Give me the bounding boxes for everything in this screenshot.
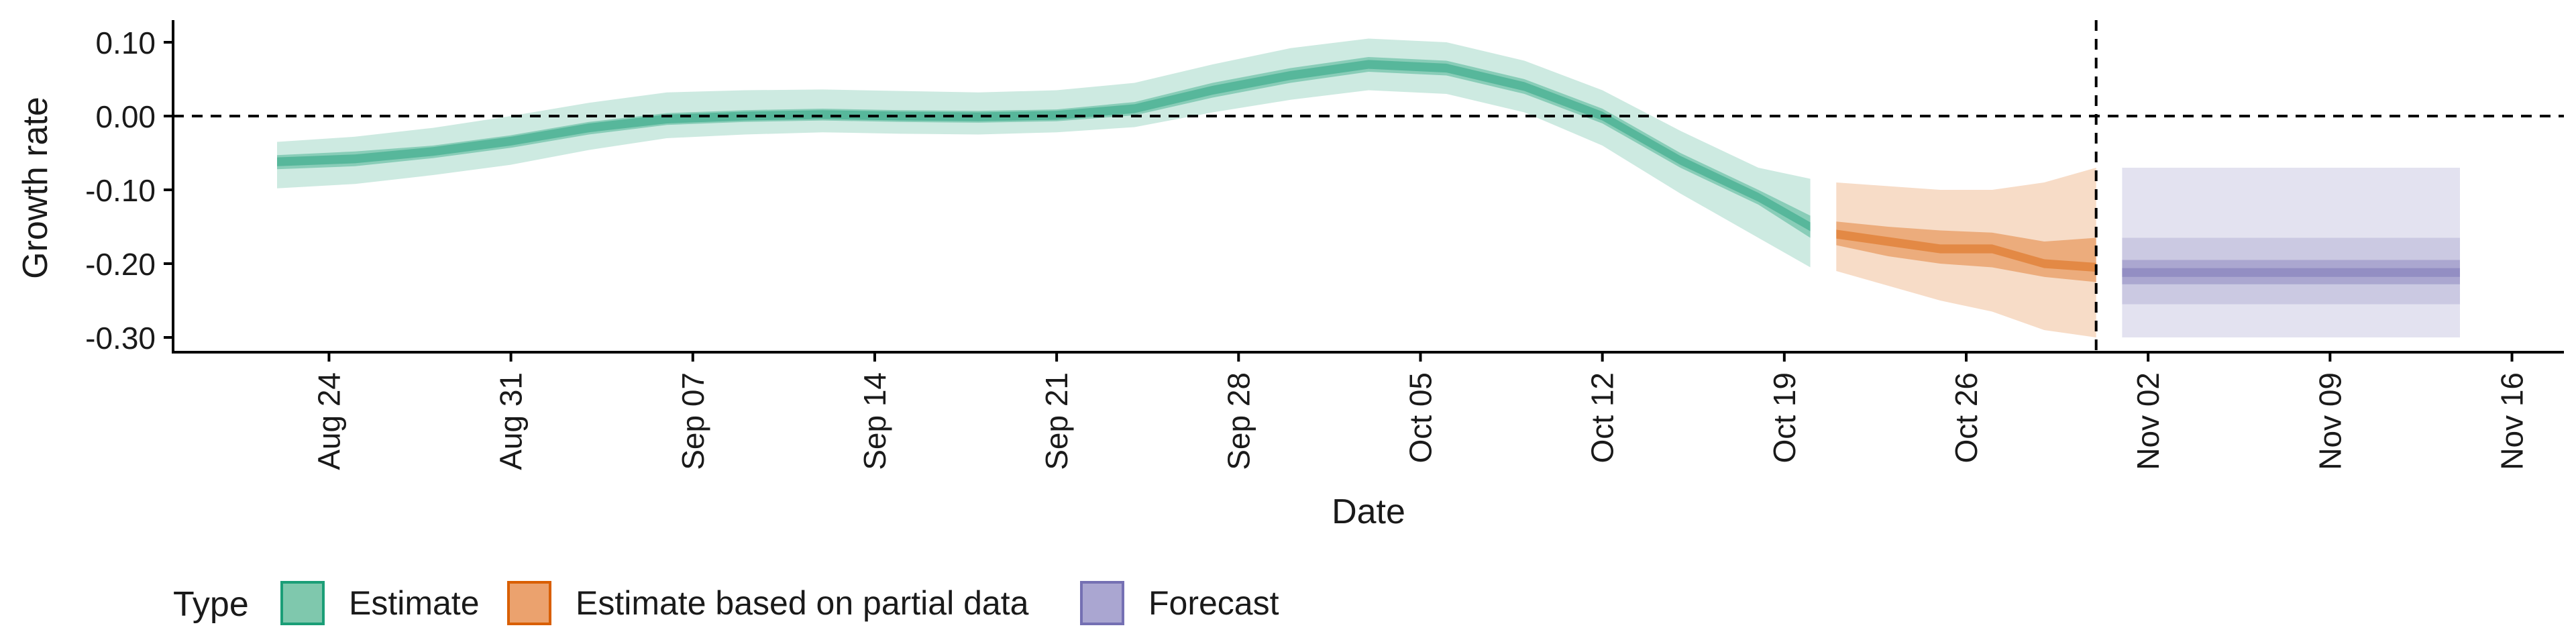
forecast-50-band — [2122, 260, 2460, 284]
y-tick-label: -0.10 — [85, 173, 156, 208]
forecast-90-band — [2122, 237, 2460, 305]
estimate-based-on-partial-data-median-band — [1836, 229, 2096, 272]
x-tick-label: Oct 05 — [1403, 372, 1438, 464]
legend-label-estimate: Estimate — [349, 584, 480, 622]
legend: Type Estimate Estimate based on partial d… — [173, 581, 1279, 625]
x-tick-label: Sep 21 — [1039, 372, 1074, 470]
axes-layer: 0.10 0.00 -0.10 -0.20 -0.30 Aug 24 Aug 31 Sep 0… — [85, 20, 2564, 470]
x-tick-label: Nov 09 — [2312, 372, 2347, 470]
forecast-median-band — [2122, 268, 2460, 277]
x-tick-label: Nov 16 — [2495, 372, 2530, 470]
x-tick-label: Sep 14 — [857, 372, 892, 470]
estimate-90-band — [277, 38, 1811, 268]
legend-label-forecast: Forecast — [1148, 584, 1279, 622]
estimate-based-on-partial-data-90-band — [1836, 168, 2096, 337]
x-axis-title: Date — [1332, 492, 1405, 531]
y-axis-title: Growth rate — [16, 97, 55, 279]
legend-title: Type — [173, 585, 249, 624]
legend-swatch-estimate — [280, 581, 325, 625]
legend-swatch-estimate-based-on-partial-data — [507, 581, 551, 625]
x-tick-label: Sep 28 — [1221, 372, 1256, 470]
forecast-outer-band — [2122, 168, 2460, 337]
estimate-based-on-partial-data-50-band — [1836, 221, 2096, 282]
y-tick-label: -0.20 — [85, 247, 156, 282]
reference-lines — [173, 20, 2564, 352]
x-tick-label: Sep 07 — [676, 372, 710, 470]
legend-swatch-forecast — [1080, 581, 1124, 625]
x-tick-label: Oct 12 — [1585, 372, 1620, 464]
x-tick-label: Oct 26 — [1949, 372, 1984, 464]
x-tick-label: Aug 31 — [494, 372, 529, 470]
y-tick-label: -0.30 — [85, 321, 156, 356]
x-tick-label: Nov 02 — [2131, 372, 2165, 470]
x-tick-label: Oct 19 — [1767, 372, 1802, 464]
bands-layer — [277, 38, 2460, 337]
y-tick-label: 0.00 — [95, 99, 156, 134]
legend-label-estimate-based-on-partial-data: Estimate based on partial data — [576, 584, 1029, 622]
y-tick-label: 0.10 — [95, 25, 156, 60]
x-tick-label: Aug 24 — [311, 372, 346, 470]
